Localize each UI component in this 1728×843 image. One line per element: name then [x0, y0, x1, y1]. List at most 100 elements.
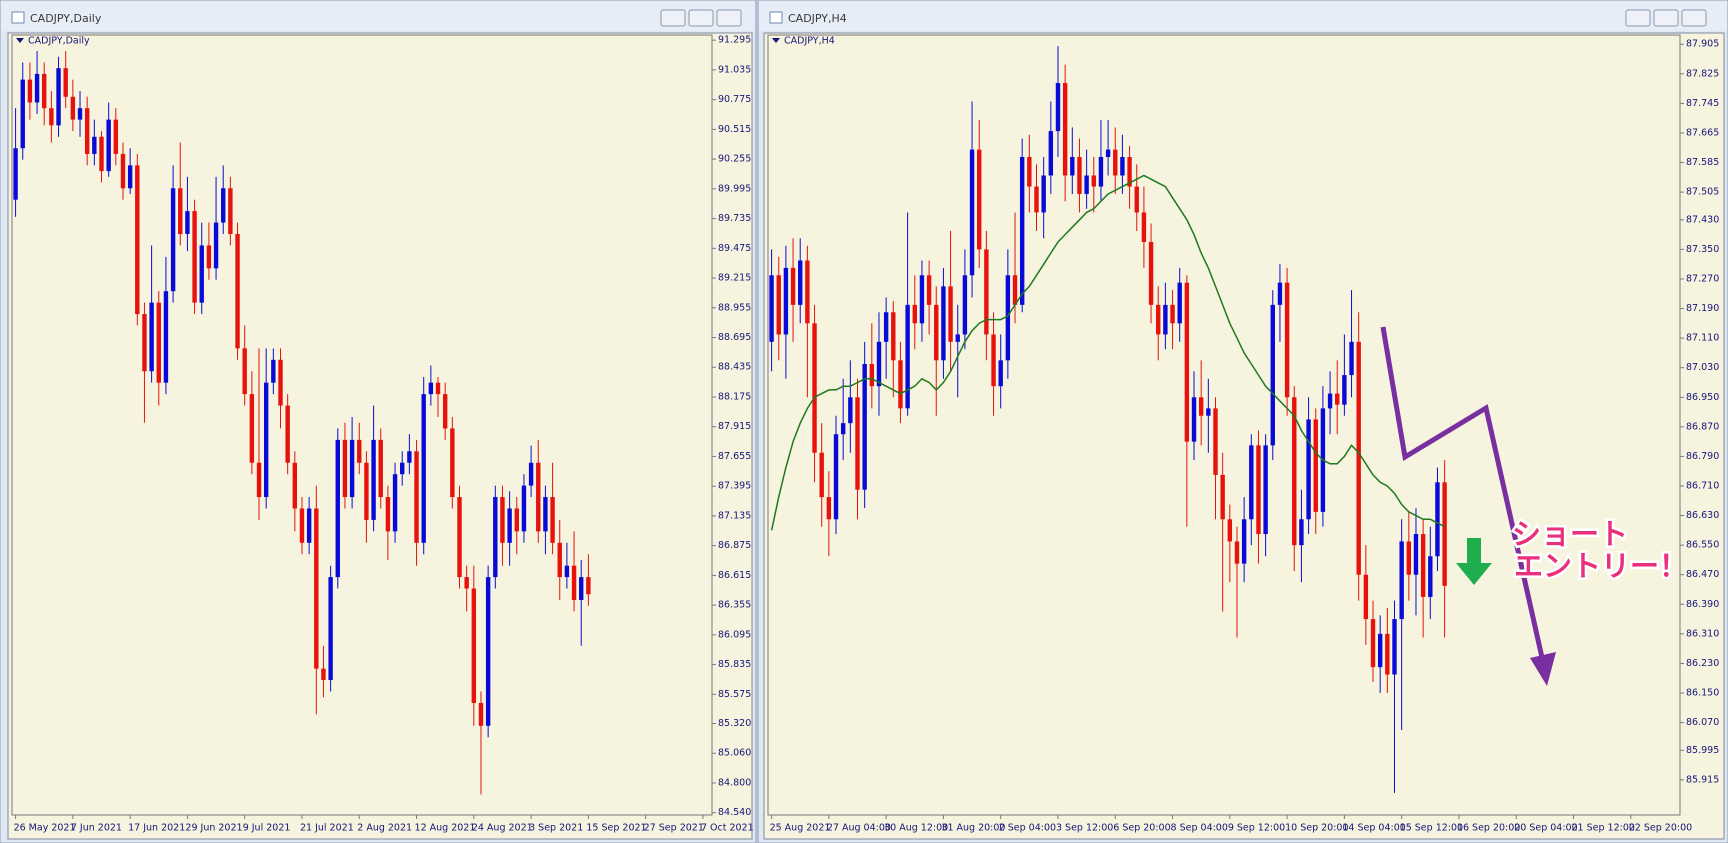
x-tick-label: 22 Sep 20:00 [1629, 823, 1692, 834]
candle-body [314, 508, 319, 669]
minimize-button[interactable] [660, 9, 686, 27]
x-tick-label: 21 Jul 2021 [300, 823, 354, 834]
candle-body [77, 108, 83, 120]
candle-body [507, 508, 512, 543]
candle-body [421, 394, 426, 543]
y-tick-label: 85.320 [718, 718, 751, 729]
x-tick-label: 12 Aug 2021 [415, 823, 476, 834]
candle-body [941, 286, 946, 361]
y-tick-label: 91.295 [718, 35, 751, 46]
window-icon [769, 11, 783, 24]
annotation: ショート [1512, 517, 1628, 551]
candle-body [1327, 393, 1333, 409]
y-tick-label: 87.030 [1686, 362, 1719, 373]
candle-body [1292, 397, 1297, 546]
candle-body [912, 304, 917, 324]
candle-body [1306, 419, 1311, 520]
candle-body [221, 188, 226, 223]
close-button[interactable] [716, 9, 742, 27]
candle-body [400, 462, 405, 475]
candle-body [962, 275, 968, 335]
candle-body [1177, 282, 1182, 324]
x-tick-label: 8 Sep 04:00 [1171, 823, 1228, 834]
y-tick-label: 86.390 [1686, 599, 1719, 610]
y-tick-label: 88.695 [718, 332, 751, 343]
candle-body [1356, 341, 1361, 575]
candle-body [1234, 541, 1240, 564]
candle-body [586, 577, 591, 595]
plot-frame [767, 34, 1681, 816]
y-tick-label: 90.515 [718, 124, 751, 135]
candle-body [192, 211, 197, 303]
candle-body [120, 153, 126, 189]
candle-body [1363, 574, 1369, 620]
candle-body [776, 275, 781, 335]
candle-body [862, 364, 867, 490]
candle-body [349, 439, 355, 498]
candle-body [178, 188, 183, 235]
candle-body [49, 108, 54, 126]
plot-frame [11, 34, 713, 816]
x-tick-label: 21 Sep 12:00 [1572, 823, 1635, 834]
down-arrow [1456, 538, 1492, 585]
candle-body [271, 359, 276, 383]
candle-body [1048, 131, 1054, 176]
candle-body [335, 439, 340, 578]
candle-body [278, 359, 283, 406]
candle-body [170, 188, 176, 292]
candle-body [228, 188, 233, 235]
x-tick-label: 14 Sep 04:00 [1342, 823, 1405, 834]
x-tick-label: 20 Sep 04:00 [1514, 823, 1577, 834]
y-tick-label: 85.575 [718, 689, 751, 700]
annotation: エントリー！ [1514, 549, 1688, 583]
candle-body [826, 497, 832, 520]
candle-body [92, 136, 97, 154]
y-tick-label: 88.175 [718, 391, 751, 402]
y-tick-label: 85.060 [718, 748, 751, 759]
candle-body [292, 462, 298, 509]
maximize-button[interactable] [1653, 9, 1679, 27]
close-button[interactable] [1681, 9, 1707, 27]
candle-body [1270, 304, 1275, 446]
x-tick-label: 24 Aug 2021 [472, 823, 533, 834]
candle-body [435, 382, 441, 395]
candle-body [84, 108, 90, 154]
candle-body [876, 341, 882, 387]
candle-body [263, 382, 269, 498]
candle-body [1263, 445, 1268, 535]
candle-body [521, 485, 527, 532]
candle-body [1148, 242, 1154, 305]
candle-body [919, 275, 925, 324]
candle-body [385, 497, 391, 532]
candle-body [812, 323, 817, 453]
y-tick-label: 87.430 [1686, 214, 1719, 225]
candle-body [1034, 186, 1039, 213]
candle-body [34, 73, 40, 103]
minimize-button[interactable] [1625, 9, 1651, 27]
candle-body [450, 428, 455, 498]
candle-body [869, 364, 875, 387]
y-tick-label: 87.825 [1686, 68, 1719, 79]
candle-body [1392, 619, 1397, 675]
candle-body [142, 314, 147, 372]
candle-body [1170, 304, 1175, 324]
x-tick-label: 16 Sep 20:00 [1457, 823, 1520, 834]
candle-body [1127, 156, 1132, 187]
candle-body [306, 508, 312, 543]
candle-body [1055, 83, 1061, 132]
x-tick-label: 26 May 2021 [14, 823, 76, 834]
candle-body [357, 439, 362, 463]
chart-label: CADJPY,Daily [28, 36, 90, 47]
candle-body [149, 302, 154, 372]
y-tick-label: 87.270 [1686, 273, 1719, 284]
candle-body [464, 577, 469, 589]
candle-body [1141, 212, 1147, 243]
y-tick-label: 87.655 [718, 451, 751, 462]
candle-body [571, 565, 577, 600]
candle-body [392, 474, 398, 532]
menu-triangle [772, 38, 780, 43]
candle-body [242, 348, 247, 395]
y-tick-label: 85.995 [1686, 745, 1719, 756]
candle-body [213, 222, 219, 269]
maximize-button[interactable] [688, 9, 714, 27]
